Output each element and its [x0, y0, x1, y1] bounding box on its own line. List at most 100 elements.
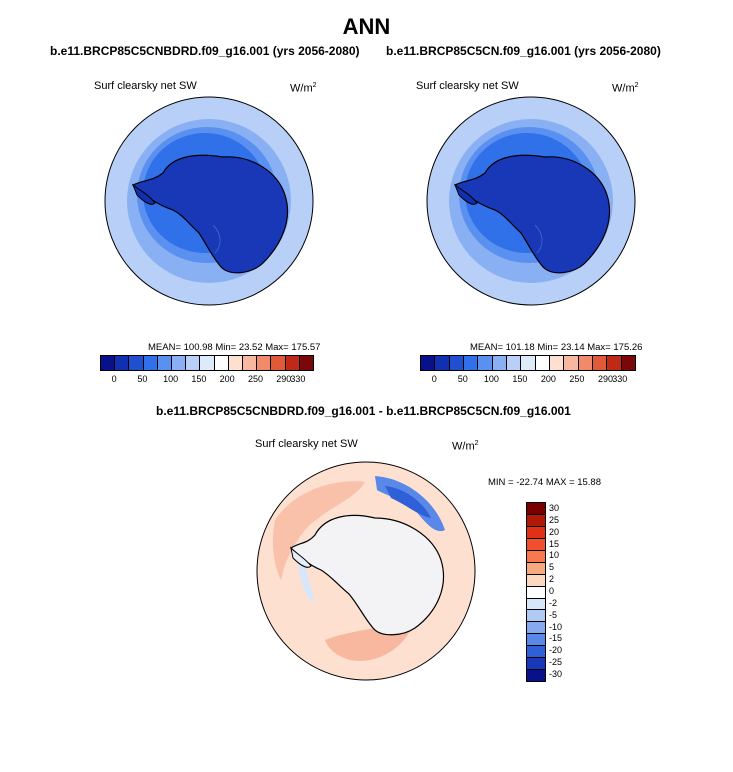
diff-colorbar-label: -20	[549, 645, 563, 656]
panel2-colorbar-swatch	[463, 356, 479, 370]
panel1-colorbar-swatch	[285, 356, 300, 370]
panel1-colorbar-swatch	[299, 356, 314, 370]
diff-colorbar-swatch	[527, 670, 545, 682]
panel1-colorbar-swatch	[271, 356, 286, 370]
diff-colorbar-label: 2	[549, 574, 555, 585]
panel2-colorbar-swatch	[592, 356, 608, 370]
diff-colorbar-label: -15	[549, 633, 563, 644]
figure-title: ANN	[342, 14, 391, 39]
diff-colorbar-label: 0	[549, 586, 555, 596]
diff-colorbar-label: 10	[549, 550, 560, 561]
diff-colorbar-label: -30	[549, 669, 563, 680]
panel1-ice-shelf-line	[212, 224, 221, 254]
panel2-colorbar-label: 0	[431, 374, 437, 384]
panel2-colorbar-label: 200	[540, 374, 556, 384]
diff-colorbar-swatch	[527, 503, 545, 515]
panel2-colorbar-swatch	[449, 356, 464, 370]
panel2-variable-label: Surf clearsky net SW	[416, 80, 519, 92]
panel1-stats: MEAN= 100.98 Min= 23.52 Max= 175.57	[148, 342, 321, 353]
diff-colorbar-swatch	[527, 646, 545, 659]
panel2-colorbar-swatch	[492, 356, 507, 370]
panel1-case-title: b.e11.BRCP85C5CNBDRD.f09_g16.001 (yrs 20…	[50, 44, 360, 58]
panel2-case-title: b.e11.BRCP85C5CN.f09_g16.001 (yrs 2056-2…	[386, 44, 661, 58]
diff-colorbar-swatch	[527, 538, 545, 551]
panel1-colorbar-swatch	[143, 356, 158, 370]
panel2-colorbar-swatch	[506, 356, 522, 370]
panel1-colorbar-swatch	[172, 356, 187, 370]
panel2-colorbar-swatch	[435, 356, 450, 370]
panel2-colorbar-label: 100	[483, 374, 499, 384]
diff-colorbar-label: 20	[549, 526, 560, 537]
panel1-colorbar-swatch	[101, 356, 116, 370]
panel1-colorbar-swatch	[243, 356, 258, 370]
diff-colorbar-swatch	[527, 586, 545, 599]
diff-warm-patch-west	[273, 481, 365, 580]
panel1-colorbar-label: 150	[191, 374, 207, 384]
diff-colorbar-label: 5	[549, 562, 555, 573]
diff-colorbar-swatch	[527, 622, 545, 635]
diff-colorbar-swatch	[527, 550, 545, 563]
panel2-colorbar-swatch	[478, 356, 493, 370]
diff-colorbar-label: -5	[549, 609, 558, 620]
panel1-colorbar-swatch	[129, 356, 144, 370]
panel1-colorbar-swatch	[214, 356, 229, 370]
panel2-peninsula	[453, 183, 478, 205]
panel2-colorbar-ticks: 0 50 100 150 200 250 290 330	[420, 374, 634, 386]
panel1-colorbar-label: 0	[111, 374, 117, 384]
diff-colorbar-swatch	[527, 634, 545, 647]
panel2-stats: MEAN= 101.18 Min= 23.14 Max= 175.26	[470, 342, 643, 353]
panel1-peninsula	[131, 183, 156, 205]
panel2-colorbar-label: 330	[612, 374, 628, 384]
panel1-colorbar-swatch	[228, 356, 244, 370]
diff-peninsula	[290, 546, 312, 568]
diff-units: W/m2	[452, 440, 479, 453]
diff-case-title: b.e11.BRCP85C5CNBDRD.f09_g16.001 - b.e11…	[156, 404, 571, 418]
panel1-colorbar-swatch	[157, 356, 173, 370]
diff-colorbar	[526, 502, 546, 682]
panel2-colorbar-swatch	[607, 356, 622, 370]
panel2-colorbar-swatch	[578, 356, 593, 370]
panel2-colorbar-swatch	[535, 356, 550, 370]
diff-variable-label: Surf clearsky net SW	[255, 438, 358, 450]
panel1-colorbar-label: 330	[290, 374, 306, 384]
panel2-polar-map	[426, 96, 636, 306]
panel2-colorbar-swatch	[421, 356, 436, 370]
panel1-colorbar-label: 100	[163, 374, 179, 384]
panel1-colorbar-swatch	[115, 356, 130, 370]
panel1-colorbar-label: 290	[276, 374, 292, 384]
panel1-colorbar-label: 200	[219, 374, 235, 384]
diff-colorbar-swatch	[527, 598, 545, 611]
diff-polar-map	[256, 461, 476, 681]
panel2-colorbar-swatch	[564, 356, 579, 370]
panel2-colorbar-label: 150	[512, 374, 528, 384]
panel1-colorbar-swatch	[200, 356, 215, 370]
panel1-colorbar-label: 250	[247, 374, 263, 384]
panel2-ice-shelf-line	[534, 224, 543, 254]
panel2-colorbar-label: 290	[597, 374, 613, 384]
panel1-colorbar-swatch	[186, 356, 201, 370]
panel1-polar-map	[104, 96, 314, 306]
panel1-variable-label: Surf clearsky net SW	[94, 80, 197, 92]
panel2-colorbar-swatch	[521, 356, 536, 370]
panel1-colorbar	[100, 355, 314, 371]
diff-colorbar-swatch	[527, 574, 545, 587]
diff-stats: MIN = -22.74 MAX = 15.88	[488, 477, 602, 488]
diff-colorbar-label: -25	[549, 657, 563, 668]
panel2-units: W/m2	[612, 82, 639, 95]
diff-colorbar-label: -2	[549, 597, 558, 608]
diff-colorbar-swatch	[527, 562, 545, 575]
diff-colorbar-swatch	[527, 610, 545, 623]
diff-colorbar-ticks: 30 25 20 15 10 5 2 0 -2 -5 -10 -15 -20 -25 -30	[549, 502, 579, 680]
diff-colorbar-swatch	[527, 658, 545, 671]
diff-colorbar-swatch	[527, 514, 545, 527]
diff-colorbar-label: -10	[549, 621, 563, 632]
panel1-colorbar-ticks: 0 50 100 150 200 250 290 330	[100, 374, 312, 386]
diff-colorbar-label: 15	[549, 538, 560, 549]
diff-cool-core-north	[385, 486, 431, 518]
panel2-colorbar-swatch	[621, 356, 635, 370]
panel2-colorbar-label: 50	[457, 374, 468, 384]
panel1-colorbar-swatch	[257, 356, 272, 370]
diff-colorbar-label: 25	[549, 514, 560, 525]
panel1-colorbar-label: 50	[137, 374, 148, 384]
panel2-colorbar	[420, 355, 636, 371]
